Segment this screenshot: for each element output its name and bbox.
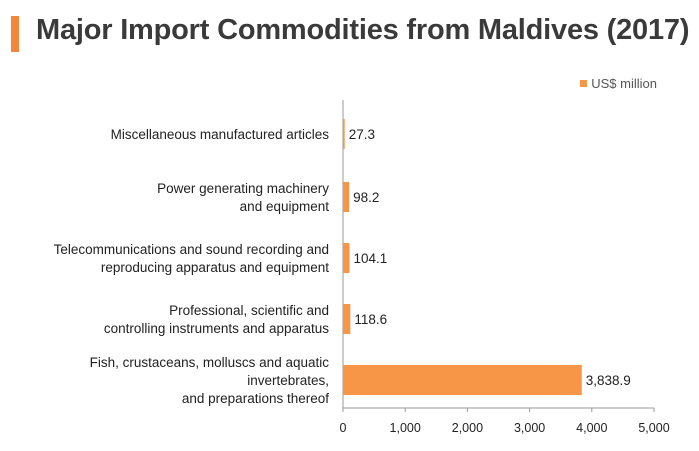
title-accent-bar — [11, 16, 19, 52]
category-label: Professional, scientific and — [169, 303, 329, 318]
category-label: Fish, crustaceans, molluscs and aquatic — [90, 355, 330, 370]
x-tick-label: 2,000 — [452, 421, 483, 435]
x-tick-label: 4,000 — [576, 421, 607, 435]
category-label: Miscellaneous manufactured articles — [111, 127, 330, 142]
chart-title: Major Import Commodities from Maldives (… — [36, 14, 690, 46]
bar — [343, 182, 350, 212]
category-label: Power generating machinery — [157, 181, 329, 196]
x-tick-label: 0 — [340, 421, 347, 435]
data-label: 104.1 — [353, 251, 387, 266]
category-label: Telecommunications and sound recording a… — [54, 242, 329, 257]
data-label: 27.3 — [349, 127, 375, 142]
data-label: 98.2 — [353, 190, 379, 205]
legend-label: US$ million — [591, 76, 657, 91]
bar — [343, 119, 345, 149]
category-label: and equipment — [240, 199, 330, 214]
category-label: and preparations thereof — [182, 391, 329, 406]
x-tick-label: 3,000 — [514, 421, 545, 435]
legend: US$ million — [580, 76, 657, 91]
legend-swatch — [580, 80, 588, 87]
category-label: invertebrates, — [247, 373, 329, 388]
bar — [343, 304, 351, 334]
data-label: 3,838.9 — [586, 373, 631, 388]
category-label: controlling instruments and apparatus — [104, 321, 329, 336]
category-label: reproducing apparatus and equipment — [101, 260, 329, 275]
bar — [343, 243, 350, 273]
bar — [343, 365, 582, 395]
x-tick-label: 1,000 — [390, 421, 421, 435]
x-tick-label: 5,000 — [638, 421, 669, 435]
data-label: 118.6 — [354, 312, 387, 327]
